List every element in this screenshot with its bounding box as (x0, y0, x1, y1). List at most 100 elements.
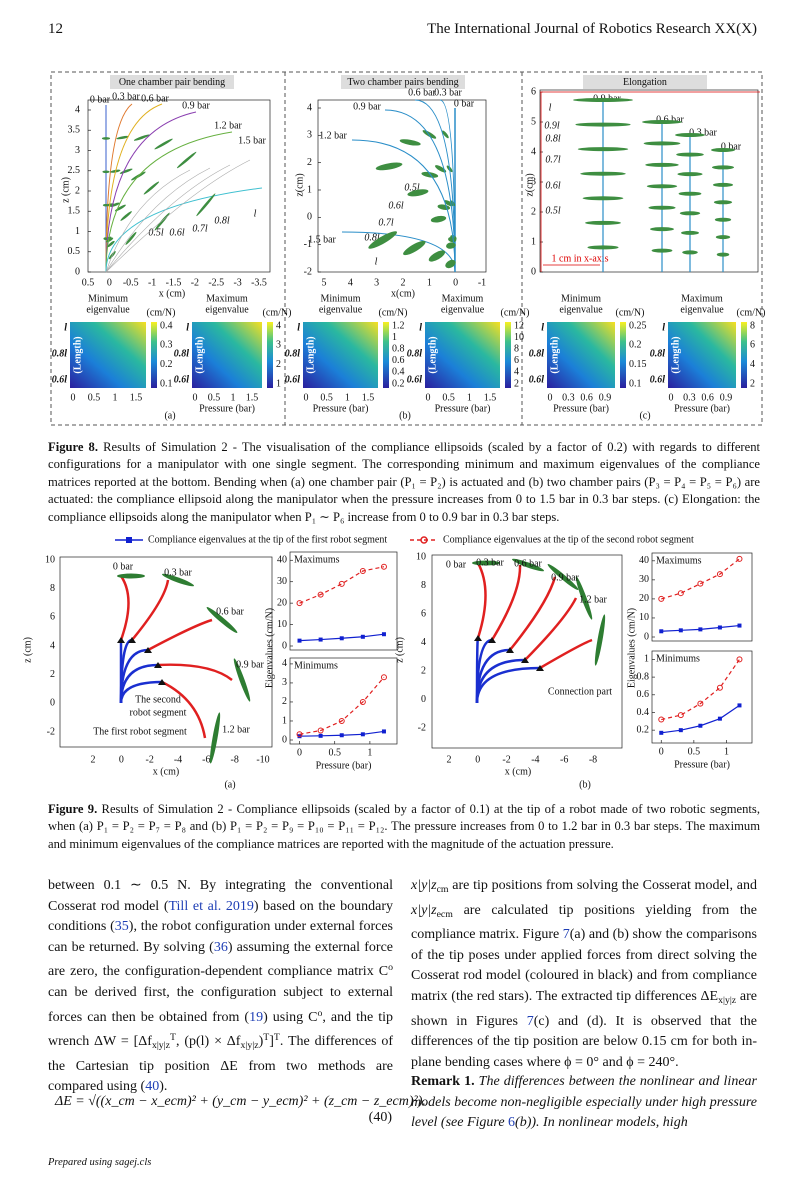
text-run: Results of Simulation 2 - Compliance ell… (48, 802, 760, 851)
y-tick-label: 4 (421, 637, 426, 648)
ellipsoid (679, 211, 701, 216)
text-run: (a) and (b) show the comparisons of the … (411, 927, 757, 1004)
y-tick-label: 10 (277, 619, 287, 630)
ellipsoid (206, 607, 238, 633)
ellipsoid (442, 130, 449, 139)
y-tick-label: 2 (531, 206, 536, 217)
colorbar-tick-label: 10 (514, 332, 524, 343)
colorbar-tick-label: 8 (514, 343, 519, 354)
y-axis-label: z (cm) (22, 637, 33, 663)
ellipsoid (678, 191, 702, 196)
y-tick-label: 0.8l (407, 348, 423, 359)
heatmap-title: eigenvalue (205, 304, 249, 315)
colorbar-tick-label: 1 (276, 378, 281, 389)
text-run: ] (269, 1034, 274, 1050)
ellipsoid (676, 152, 704, 157)
curve (105, 103, 163, 273)
ellipsoid (105, 237, 114, 243)
ellipsoid (712, 182, 734, 187)
heatmap (192, 322, 262, 388)
text-run: , (p(l) × Δf (176, 1034, 241, 1050)
x-tick-label: -4 (531, 754, 539, 765)
citation[interactable]: 19 (249, 1009, 264, 1025)
text-run: T (170, 1032, 176, 1044)
colorbar-tick-label: 0.2 (160, 359, 173, 370)
y-tick-label: 1.5 (68, 206, 81, 217)
x-tick-label: -10 (256, 754, 269, 765)
x-tick-label: -2.5 (208, 277, 224, 288)
x-tick-label: 1.5 (362, 392, 375, 403)
colorbar-tick-label: 0.3 (160, 340, 173, 351)
citation[interactable]: 35 (114, 919, 129, 935)
ellipsoid (445, 259, 456, 269)
eigen-point (678, 728, 683, 733)
x-tick-label: -0.5 (123, 277, 139, 288)
curve (105, 167, 211, 273)
text-run: (c) and (d). It is observed that the dif… (411, 1013, 757, 1070)
ellipsoid (715, 235, 731, 240)
ellipsoid (587, 245, 619, 250)
colorbar-tick-label: 12 (514, 320, 524, 331)
y-tick-label: 0.2 (637, 724, 650, 735)
ellipsoid (209, 712, 221, 764)
colorbar-tick-label: 4 (750, 359, 755, 370)
annotation: 0.3 bar (112, 91, 140, 102)
x-tick-label: 0 (548, 392, 553, 403)
x-tick-label: -3 (233, 277, 241, 288)
y-tick-label: 2 (282, 696, 287, 707)
ellipsoid (102, 170, 110, 174)
annotation: 0 bar (90, 94, 111, 105)
citation[interactable]: 7 (526, 1013, 534, 1029)
colorbar-tick-label: 0.4 (160, 320, 173, 331)
plot-title: Maximums (294, 554, 340, 565)
plot-area (59, 556, 273, 748)
ellipsoid (681, 230, 699, 235)
citation[interactable]: 7 (562, 927, 570, 943)
y-tick-label: -2 (418, 722, 426, 733)
annotation: 0.9 bar (353, 101, 381, 112)
text-run: Figure 8. (48, 440, 99, 454)
y-tick-label: 0 (531, 266, 536, 277)
segment-arrow (117, 637, 125, 643)
ellipsoid (714, 217, 732, 222)
citation[interactable]: 36 (213, 939, 228, 955)
segment-arrow (506, 647, 514, 653)
eigen-point (296, 600, 303, 607)
colorbar-tick-label: 0.4 (392, 367, 405, 378)
y-tick-label: 0.8l (52, 348, 68, 359)
colorbar-tick-label: 0.25 (629, 320, 647, 331)
text-run: are shown in Figures (411, 988, 757, 1029)
x-axis-label: Pressure (bar) (435, 403, 491, 414)
y-tick-label: l (186, 322, 189, 333)
segment-arrow (474, 635, 482, 641)
y-tick-label: 3 (75, 145, 80, 156)
x-tick-label: 0.3 (562, 392, 575, 403)
y-tick-label: 1 (644, 654, 649, 665)
citation[interactable]: 40 (145, 1079, 160, 1095)
y-tick-label: 30 (277, 576, 287, 587)
segment-arrow (128, 637, 136, 643)
x-axis-label: x(cm) (391, 288, 415, 299)
annotation: 0 bar (113, 561, 134, 572)
y-tick-label: 10 (45, 554, 55, 565)
colorbar-tick-label: 0.2 (629, 340, 642, 351)
annotation: 0.8l (545, 133, 561, 144)
ellipsoid (120, 211, 132, 221)
panel-title: Two chamber pairs bending (347, 77, 458, 88)
y-tick-label: 4 (75, 104, 80, 115)
heatmap-y-label: (Length) (194, 336, 205, 373)
eigen-point (717, 716, 722, 721)
x-tick-label: 0.5 (82, 277, 95, 288)
x-tick-label: -1.5 (166, 277, 182, 288)
plot-title: Minimums (656, 653, 700, 664)
x-tick-label: 1 (427, 277, 432, 288)
x-axis-label: x (cm) (505, 766, 531, 777)
annotation: 0.6 bar (408, 87, 436, 98)
citation[interactable]: Till et al. 2019 (168, 898, 254, 914)
colorbar-tick-label: 2 (276, 359, 281, 370)
citation[interactable]: 6 (508, 1115, 516, 1131)
annotation: 1.5 bar (238, 135, 266, 146)
text-run: x|y|z (411, 902, 437, 918)
ellipsoid (154, 138, 173, 150)
ellipsoid (582, 196, 624, 201)
